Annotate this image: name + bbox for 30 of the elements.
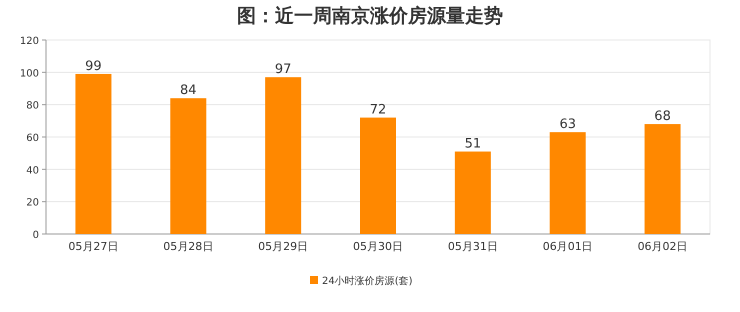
y-tick-label: 100 — [20, 68, 39, 80]
y-tick-label: 40 — [26, 165, 39, 176]
y-tick-label: 0 — [32, 230, 39, 241]
legend-label: 24小时涨价房源(套) — [322, 275, 413, 287]
x-tick-label: 05月30日 — [353, 240, 403, 253]
bar — [75, 74, 112, 234]
data-label: 63 — [559, 117, 576, 132]
data-label: 51 — [464, 136, 482, 152]
data-label: 72 — [370, 102, 386, 118]
bar — [454, 152, 491, 234]
x-tick-label: 06月01日 — [542, 240, 593, 253]
data-label: 68 — [654, 109, 671, 124]
x-tick-label: 06月02日 — [638, 240, 688, 253]
y-tick-label: 20 — [26, 198, 39, 209]
x-tick-label: 05月31日 — [448, 240, 498, 253]
data-label: 84 — [180, 83, 197, 98]
bar — [265, 77, 302, 234]
bar — [550, 132, 586, 234]
bar — [170, 98, 206, 234]
data-label: 97 — [274, 62, 292, 78]
x-tick-label: 05月29日 — [258, 240, 308, 253]
y-tick-label: 120 — [20, 36, 39, 47]
y-tick-label: 80 — [26, 100, 39, 112]
x-tick-label: 05月27日 — [68, 240, 118, 253]
bar — [644, 124, 681, 234]
data-label: 99 — [85, 58, 102, 74]
chart-title: 图：近一周南京涨价房源量走势 — [237, 5, 503, 27]
x-tick-label: 05月28日 — [163, 240, 214, 253]
y-tick-label: 60 — [26, 133, 39, 144]
bar — [360, 118, 396, 234]
